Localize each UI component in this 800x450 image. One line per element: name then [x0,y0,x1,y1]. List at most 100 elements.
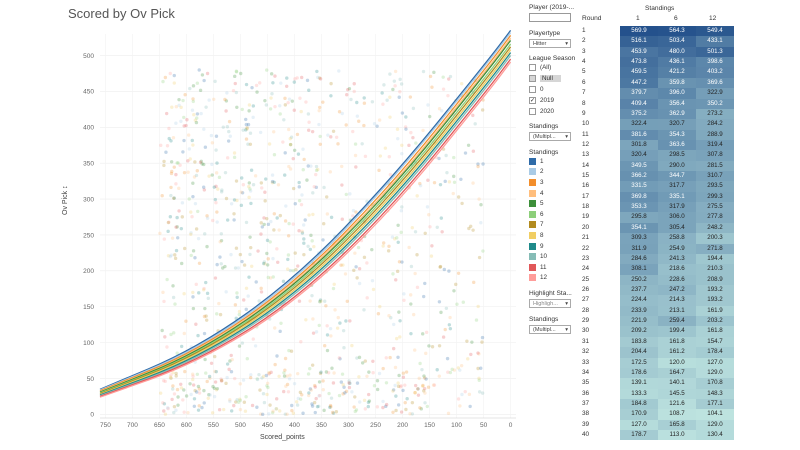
table-cell[interactable]: 184.8 [620,398,658,410]
table-cell[interactable]: 564.3 [658,26,696,37]
table-cell[interactable]: 433.1 [696,36,734,47]
table-row[interactable]: 11 381.6 354.3 288.9 [579,129,797,140]
season-option[interactable]: 0 [529,84,577,95]
table-row[interactable]: 30 209.2 199.4 161.8 [579,326,797,337]
legend-item[interactable]: 9 [529,241,577,252]
table-row[interactable]: 28 233.9 213.1 161.9 [579,305,797,317]
highlight-select[interactable]: Highligh... ▾ [529,299,571,309]
table-cell[interactable]: 308.1 [620,264,658,275]
table-cell[interactable]: 369.6 [696,77,734,89]
table-cell[interactable]: 350.2 [696,98,734,109]
table-cell[interactable]: 275.5 [696,202,734,213]
table-cell[interactable]: 331.5 [620,181,658,192]
table-cell[interactable]: 237.7 [620,284,658,296]
table-cell[interactable]: 193.2 [696,295,734,306]
table-row[interactable]: 33 172.5 120.0 127.0 [579,357,797,368]
table-row[interactable]: 34 178.6 164.7 129.0 [579,367,797,379]
table-row[interactable]: 8 409.4 356.4 350.2 [579,98,797,109]
table-row[interactable]: 38 170.9 108.7 104.1 [579,409,797,420]
table-cell[interactable]: 320.7 [658,119,696,130]
table-row[interactable]: 10 322.4 320.7 284.2 [579,119,797,130]
table-cell[interactable]: 480.0 [658,46,696,58]
scatter-chart[interactable]: 500 450 400 350 300 250 200 150 100 50 0 750 700 650… [60,26,526,450]
checkbox-checked-icon[interactable]: ✓ [529,97,536,104]
table-cell[interactable]: 209.2 [620,326,658,337]
table-cell[interactable]: 516.1 [620,36,658,47]
table-row[interactable]: 20 354.1 305.4 248.2 [579,222,797,234]
table-cell[interactable]: 139.1 [620,378,658,389]
table-cell[interactable]: 250.2 [620,274,658,285]
table-cell[interactable]: 381.6 [620,129,658,140]
table-cell[interactable]: 120.0 [658,357,696,368]
table-cell[interactable]: 161.9 [696,305,734,317]
table-cell[interactable]: 569.9 [620,26,658,37]
table-cell[interactable]: 200.3 [696,233,734,244]
season-option[interactable]: (All) [529,62,577,73]
season-option[interactable]: Null [529,73,577,84]
table-cell[interactable]: 362.9 [658,108,696,120]
table-cell[interactable]: 170.9 [620,409,658,420]
table-row[interactable]: 17 369.8 335.1 299.3 [579,191,797,203]
legend-item[interactable]: 6 [529,209,577,220]
legend-item[interactable]: 11 [529,262,577,273]
table-cell[interactable]: 284.2 [696,119,734,130]
table-row[interactable]: 22 311.9 254.9 271.8 [579,243,797,254]
table-cell[interactable]: 317.7 [658,181,696,192]
table-cell[interactable]: 113.0 [658,430,696,441]
legend-item[interactable]: 4 [529,188,577,199]
table-cell[interactable]: 349.5 [620,160,658,172]
playertype-select[interactable]: Hitter ▾ [529,39,571,48]
table-cell[interactable]: 356.4 [658,98,696,109]
table-cell[interactable]: 354.1 [620,222,658,234]
table-cell[interactable]: 254.9 [658,243,696,254]
table-cell[interactable]: 277.8 [696,212,734,223]
legend-item[interactable]: 12 [529,273,577,284]
table-cell[interactable]: 344.7 [658,171,696,182]
table-row[interactable]: 26 237.7 247.2 193.2 [579,284,797,296]
table-row[interactable]: 13 320.4 298.5 307.8 [579,150,797,161]
table-cell[interactable]: 436.1 [658,57,696,68]
table-cell[interactable]: 193.2 [696,284,734,296]
standings-filter-select[interactable]: (Multipl... ▾ [529,132,571,141]
table-cell[interactable]: 154.7 [696,336,734,348]
table-cell[interactable]: 148.3 [696,388,734,399]
table-cell[interactable]: 301.8 [620,139,658,151]
table-cell[interactable]: 161.2 [658,347,696,358]
table-cell[interactable]: 309.3 [620,233,658,244]
table-cell[interactable]: 421.2 [658,67,696,78]
table-cell[interactable]: 161.8 [696,326,734,337]
table-cell[interactable]: 177.1 [696,398,734,410]
table-row[interactable]: 3 453.9 480.0 501.3 [579,46,797,58]
legend-item[interactable]: 2 [529,167,577,178]
table-cell[interactable]: 473.8 [620,57,658,68]
table-cell[interactable]: 353.3 [620,202,658,213]
table-cell[interactable]: 363.6 [658,139,696,151]
season-option[interactable]: ✓ 2019 [529,95,577,106]
legend-item[interactable]: 5 [529,198,577,209]
table-row[interactable]: 15 366.2 344.7 310.7 [579,171,797,182]
checkbox-icon[interactable] [529,75,536,82]
table-cell[interactable]: 104.1 [696,409,734,420]
table-cell[interactable]: 322.4 [620,119,658,130]
table-cell[interactable]: 396.0 [658,88,696,99]
table-cell[interactable]: 178.6 [620,367,658,379]
table-row[interactable]: 27 224.4 214.3 193.2 [579,295,797,306]
table-row[interactable]: 14 349.5 290.0 281.5 [579,160,797,172]
legend-item[interactable]: 10 [529,251,577,262]
table-cell[interactable]: 221.9 [620,316,658,327]
table-cell[interactable]: 247.2 [658,284,696,296]
table-cell[interactable]: 290.0 [658,160,696,172]
table-row[interactable]: 7 379.7 396.0 322.9 [579,88,797,99]
table-cell[interactable]: 140.1 [658,378,696,389]
table-cell[interactable]: 204.4 [620,347,658,358]
table-cell[interactable]: 127.0 [696,357,734,368]
table-cell[interactable]: 129.0 [696,367,734,379]
table-row[interactable]: 24 308.1 218.6 210.3 [579,264,797,275]
table-row[interactable]: 6 447.2 359.8 369.6 [579,77,797,89]
table-cell[interactable]: 199.4 [658,326,696,337]
table-cell[interactable]: 129.0 [696,419,734,431]
table-cell[interactable]: 375.2 [620,108,658,120]
table-row[interactable]: 39 127.0 165.8 129.0 [579,419,797,431]
table-row[interactable]: 32 204.4 161.2 178.4 [579,347,797,358]
table-cell[interactable]: 503.4 [658,36,696,47]
